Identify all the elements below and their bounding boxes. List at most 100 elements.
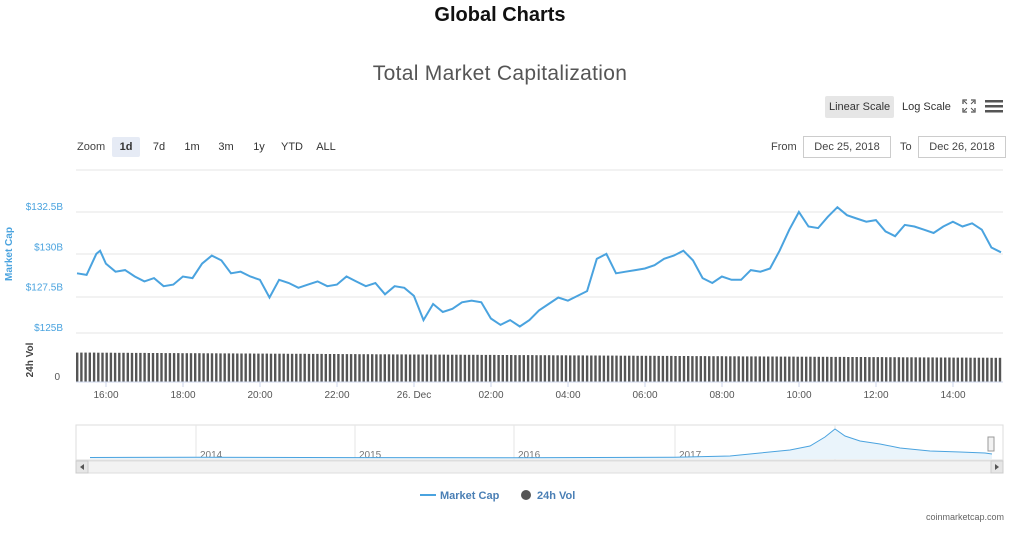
volume-bar (615, 355, 618, 382)
volume-bar (779, 356, 783, 382)
volume-bar (956, 357, 959, 382)
volume-bar (809, 356, 812, 382)
x-tick-label: 22:00 (324, 390, 349, 401)
navigator-year-label: 2015 (359, 450, 382, 461)
y-axis-title: Market Cap (4, 227, 15, 281)
volume-bar (446, 354, 450, 382)
volume-bar (674, 356, 677, 382)
expand-icon[interactable] (962, 99, 976, 113)
x-tick-label: 08:00 (709, 390, 734, 401)
zoom-all-button[interactable]: ALL (316, 141, 336, 153)
volume-bar (236, 353, 239, 382)
volume-bar (960, 357, 964, 382)
x-tick-label: 26. Dec (397, 390, 431, 401)
volume-bar (581, 355, 584, 382)
from-date-input[interactable]: Dec 25, 2018 (803, 136, 891, 158)
volume-bar (151, 353, 155, 382)
volume-bar (838, 356, 842, 382)
zoom-1y-button[interactable]: 1y (253, 141, 265, 153)
navigator-year-label: 2017 (679, 450, 702, 461)
zoom-1m-button[interactable]: 1m (184, 141, 200, 153)
volume-bar (640, 355, 643, 382)
volume-bar (922, 357, 926, 382)
volume-bar (240, 353, 243, 382)
navigator-handle (987, 436, 995, 452)
volume-bar (231, 353, 235, 382)
zoom-ytd-button[interactable]: YTD (281, 141, 303, 153)
to-date-input[interactable]: Dec 26, 2018 (918, 136, 1006, 158)
volume-bar (543, 355, 547, 382)
volume-bar (362, 354, 365, 382)
volume-bar (501, 355, 504, 382)
volume-bar (876, 357, 879, 382)
x-tick-label: 16:00 (93, 390, 118, 401)
volume-bar (497, 355, 500, 382)
volume-bar (290, 353, 294, 382)
volume-bar (518, 355, 521, 382)
volume-bar (619, 355, 622, 382)
volume-bar (788, 356, 791, 382)
volume-bar (977, 357, 981, 382)
volume-bar (438, 354, 441, 382)
x-tick-label: 14:00 (940, 390, 965, 401)
volume-bar (480, 354, 483, 382)
volume-bar (531, 355, 534, 382)
volume-bar (442, 354, 445, 382)
volume-bar (817, 356, 820, 382)
navigator-area (90, 429, 992, 459)
volume-bar (392, 354, 395, 382)
y-tick-label: $130B (34, 242, 63, 253)
volume-bar (185, 353, 188, 382)
volume-bar (564, 355, 568, 382)
linear-scale-button[interactable]: Linear Scale (825, 96, 895, 118)
scroll-right-icon (995, 464, 999, 470)
volume-bar (813, 356, 816, 382)
volume-bar (269, 353, 273, 382)
volume-bar (354, 354, 357, 382)
volume-bar (847, 357, 850, 382)
volume-bar (918, 357, 922, 382)
log-scale-button[interactable]: Log Scale (902, 101, 951, 113)
volume-bar (484, 354, 488, 382)
volume-bar (400, 354, 403, 382)
volume-bar (834, 356, 837, 382)
zoom-7d-button[interactable]: 7d (152, 141, 166, 153)
volume-bar (914, 357, 917, 382)
volume-bar (463, 354, 467, 382)
volume-bar (796, 356, 799, 382)
volume-bar (375, 354, 378, 382)
volume-bar (274, 353, 277, 382)
volume-bar (649, 355, 652, 382)
volume-bar (316, 353, 319, 382)
volume-bar (602, 355, 606, 382)
volume-bar (295, 353, 298, 382)
volume-bar (396, 354, 399, 382)
volume-bar (767, 356, 770, 382)
volume-bar (404, 354, 408, 382)
hamburger-menu-icon[interactable] (985, 99, 1003, 113)
x-tick-label: 10:00 (786, 390, 811, 401)
volume-bar (421, 354, 424, 382)
volume-bar (657, 355, 660, 382)
volume-bar (455, 354, 458, 382)
volume-bar (333, 354, 336, 382)
volume-bar (733, 356, 736, 382)
volume-bar (168, 353, 172, 382)
volume-bar (775, 356, 778, 382)
volume-bar (560, 355, 563, 382)
volume-bar (737, 356, 740, 382)
volume-bar (691, 356, 694, 382)
volume-bar (303, 353, 306, 382)
volume-bar (307, 353, 311, 382)
volume-bar (653, 355, 656, 382)
volume-bar (210, 353, 214, 382)
volume-bar (101, 352, 104, 382)
zoom-3m-button[interactable]: 3m (218, 141, 234, 153)
x-tick-label: 02:00 (478, 390, 503, 401)
x-tick-label: 06:00 (632, 390, 657, 401)
volume-bar (366, 354, 370, 382)
volume-bar (324, 354, 327, 382)
zoom-1d-button[interactable]: 1d (112, 137, 140, 157)
zoom-label: Zoom (77, 141, 106, 153)
volume-bar (965, 357, 968, 382)
